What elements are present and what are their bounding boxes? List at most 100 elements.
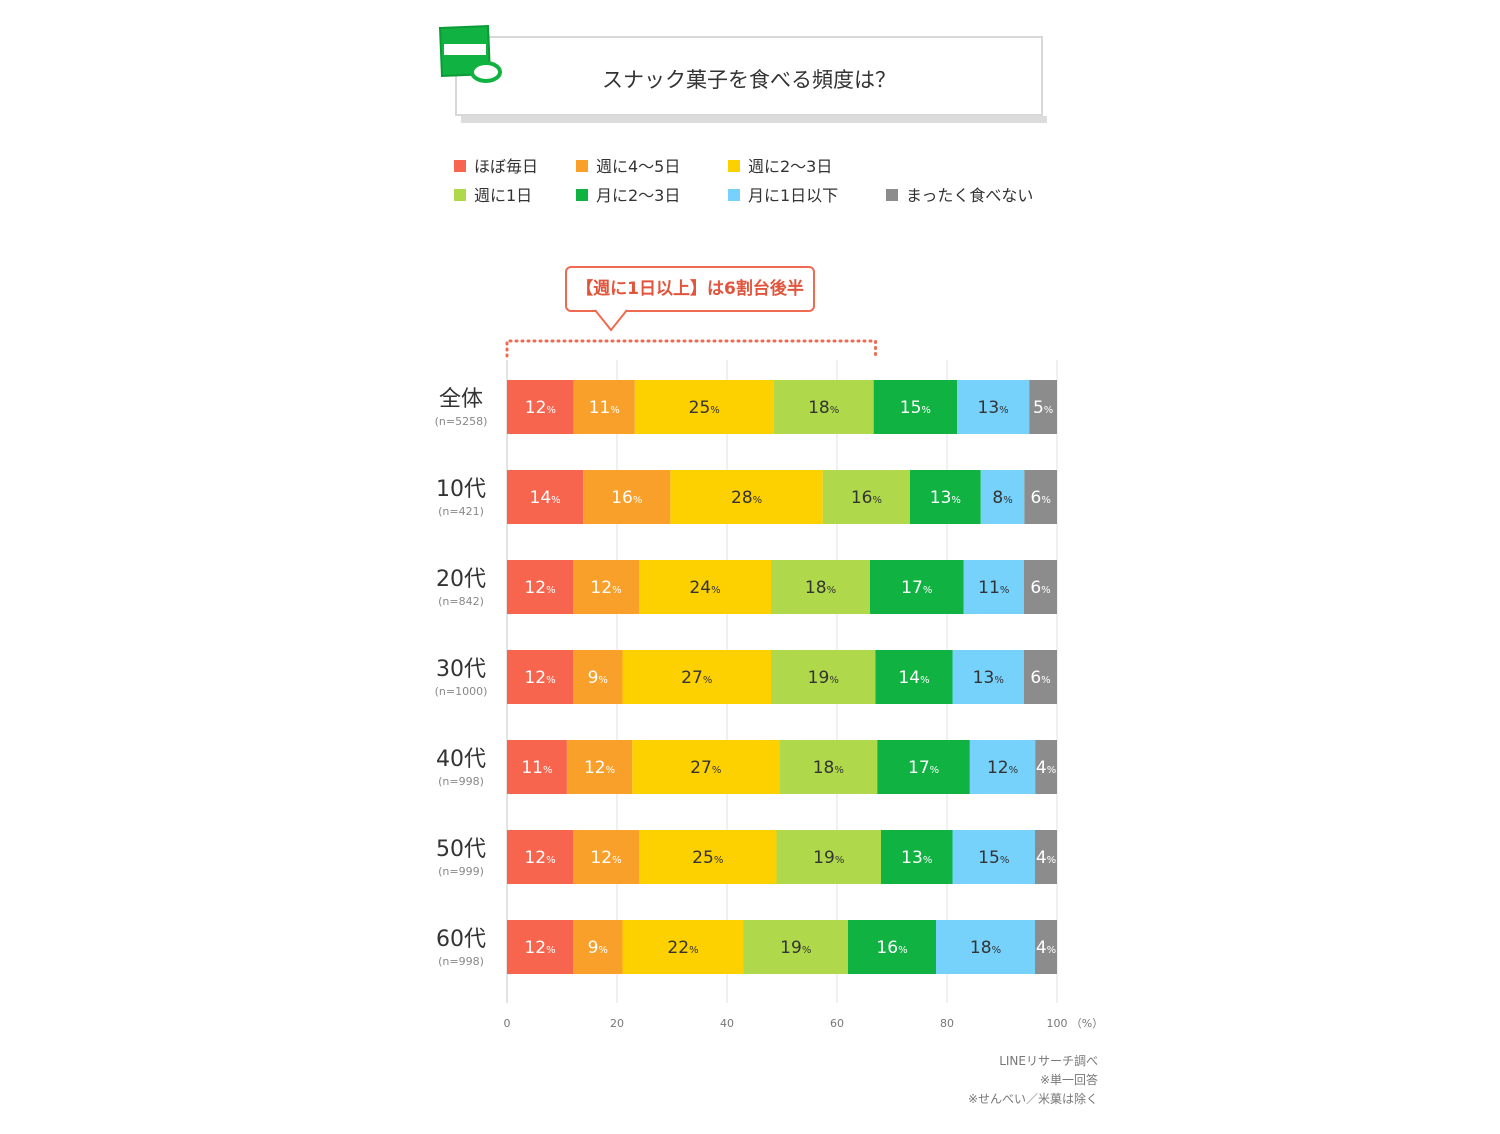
bar-segment [743,920,848,974]
bar-segment [1035,920,1057,974]
x-axis-unit-label: （%） [1071,1017,1103,1030]
bar-segment [573,560,639,614]
category-label: 40代 [436,747,486,772]
bar-segment [963,560,1024,614]
chart-title: スナック菓子を食べる頻度は？ [602,68,896,92]
bar-segment [507,920,573,974]
bar-segment [779,740,878,794]
bar-segment [771,650,876,704]
data-label-unit: % [1041,675,1051,686]
bar-segment [952,650,1024,704]
data-label-unit: % [999,405,1009,416]
data-label-unit: % [1044,405,1054,416]
bar-segment [507,380,574,434]
x-tick-label: 20 [610,1017,624,1030]
data-label-unit: % [951,495,961,506]
legend-item-week-4-5: 週に4〜5日 [576,153,680,177]
bar-segment [573,920,623,974]
bar-segment [936,920,1035,974]
data-label-unit: % [1041,495,1051,506]
category-sample-size: (n=421) [438,505,484,518]
data-label-unit: % [835,855,845,866]
data-label-unit: % [829,675,839,686]
data-label-unit: % [872,495,882,506]
bar-segment [1029,380,1057,434]
legend-swatch [886,188,898,201]
data-label-unit: % [994,675,1004,686]
legend-label: 週に1日 [474,186,533,205]
category-label: 20代 [436,567,486,592]
legend-item-never: まったく食べない [886,182,1033,206]
bar-segment [776,830,881,884]
bar-segment [1035,830,1057,884]
data-label-unit: % [802,945,812,956]
data-label-unit: % [543,765,553,776]
bar-segment [622,920,744,974]
data-label-unit: % [1047,945,1057,956]
title-box-shadow [461,116,1047,123]
legend-label: ほぼ毎日 [474,157,539,176]
note-exclusion: ※せんべい／米菓は除く [967,1092,1098,1106]
data-label-unit: % [1041,585,1051,596]
bar-segment [573,650,623,704]
data-label-unit: % [1000,585,1010,596]
legend-item-hobo-mainichi: ほぼ毎日 [454,153,538,177]
x-tick-label: 80 [940,1017,954,1030]
legend-label: まったく食べない [906,186,1034,205]
bar-segment [957,380,1030,434]
bar-segment [507,830,573,884]
bar-segment [1024,560,1057,614]
bar-segment [881,830,953,884]
bar-segment [870,560,964,614]
bar-segment [507,470,584,524]
x-tick-label: 0 [504,1017,511,1030]
data-label-unit: % [827,585,837,596]
data-label-unit: % [546,675,556,686]
category-label: 全体 [439,387,483,412]
bar-segment [875,650,953,704]
bar-segment [877,740,970,794]
x-tick-label: 60 [830,1017,844,1030]
legend-swatch [728,188,740,201]
data-label-unit: % [834,765,844,776]
category-label: 50代 [436,837,486,862]
bar-segment [622,650,771,704]
data-label-unit: % [598,945,608,956]
data-label-unit: % [1000,855,1010,866]
data-label-unit: % [992,945,1002,956]
bar-segment [573,830,639,884]
bar-segment [507,560,573,614]
data-label-unit: % [710,405,720,416]
annotation-bracket [505,339,877,358]
bar-segment [773,380,874,434]
data-label-unit: % [923,855,933,866]
x-tick-label: 40 [720,1017,734,1030]
bar-segment [969,740,1036,794]
data-label-unit: % [1009,765,1019,776]
data-label-unit: % [612,585,622,596]
data-label-unit: % [606,765,616,776]
bar-segment [639,560,771,614]
category-label: 30代 [436,657,486,682]
legend-item-month-2-3: 月に2〜3日 [576,182,680,206]
data-label-unit: % [546,405,556,416]
bar-segment [909,470,981,524]
bar-segment [507,740,567,794]
category-sample-size: (n=842) [438,595,484,608]
bar-segment [848,920,936,974]
footnotes: LINEリサーチ調べ ※単一回答 ※せんべい／米菓は除く [968,1052,1098,1109]
bar-segment [952,830,1035,884]
data-label-unit: % [1047,765,1057,776]
legend-label: 週に4〜5日 [596,157,681,176]
category-label: 10代 [436,477,486,502]
data-label-unit: % [703,675,713,686]
legend-swatch [576,188,588,201]
data-label-unit: % [1003,495,1013,506]
legend-swatch [454,188,466,201]
callout-pointer [595,309,628,332]
legend-label: 週に2〜3日 [748,157,833,176]
data-label-unit: % [551,495,561,506]
data-label-unit: % [610,405,620,416]
data-label-unit: % [711,585,721,596]
x-tick-label: 100 [1047,1017,1068,1030]
